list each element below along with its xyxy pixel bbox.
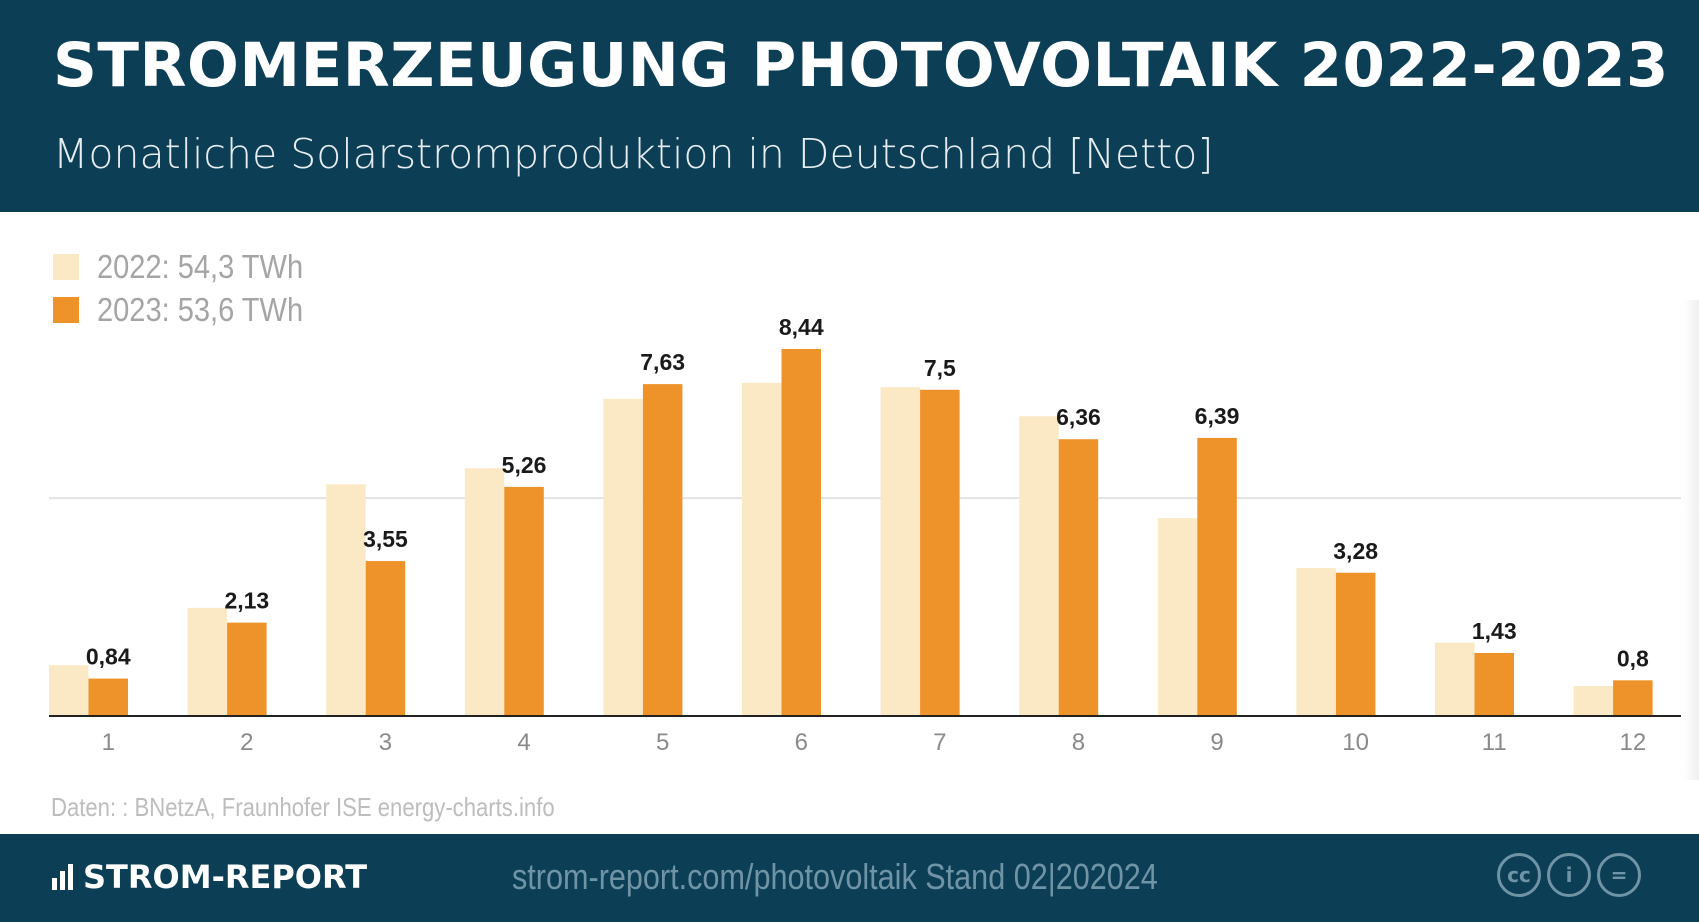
bar-2022-month-9 xyxy=(1157,518,1198,715)
bar-2022-month-4 xyxy=(464,468,505,715)
x-tick-label: 2 xyxy=(240,729,253,756)
bar-2023-month-11 xyxy=(1474,652,1514,715)
data-label: 0,8 xyxy=(1617,645,1649,671)
bar-2022-month-6 xyxy=(742,382,782,715)
footer: STROM-REPORT strom-report.com/photovolta… xyxy=(0,834,1699,922)
bar-2023-month-2 xyxy=(227,622,267,715)
license-icons: cc i = xyxy=(1497,853,1641,897)
by-attribution-icon[interactable]: i xyxy=(1547,853,1591,897)
x-tick-label: 8 xyxy=(1072,729,1085,756)
bar-2023-month-10 xyxy=(1335,572,1376,715)
page-title: STROMERZEUGUNG PHOTOVOLTAIK 2022-2023 xyxy=(53,30,1669,101)
bar-2023-month-4 xyxy=(504,486,544,715)
data-label: 7,5 xyxy=(924,355,956,381)
bar-2022-month-7 xyxy=(880,387,921,715)
legend-item-2022: 2022: 54,3 TWh xyxy=(53,245,331,288)
bar-2022-month-5 xyxy=(603,398,643,715)
bar-2022-month-2 xyxy=(187,607,228,715)
x-tick-label: 7 xyxy=(933,729,946,756)
x-tick-label: 9 xyxy=(1210,729,1223,756)
x-tick-label: 10 xyxy=(1342,729,1369,756)
x-tick-label: 6 xyxy=(795,729,808,756)
header: STROMERZEUGUNG PHOTOVOLTAIK 2022-2023 Mo… xyxy=(0,0,1699,212)
legend-label-2023: 2023: 53,6 TWh xyxy=(97,290,304,328)
bar-2023-month-1 xyxy=(88,678,128,715)
data-label: 6,39 xyxy=(1195,403,1240,429)
data-label: 8,44 xyxy=(779,314,824,340)
source-note: Daten: : BNetzA, Fraunhofer ISE energy-c… xyxy=(51,792,555,822)
bar-2022-month-11 xyxy=(1435,642,1475,715)
bar-2023-month-9 xyxy=(1197,437,1237,715)
bar-2023-month-12 xyxy=(1613,680,1653,715)
x-tick-label: 3 xyxy=(379,729,392,756)
no-derivatives-icon[interactable]: = xyxy=(1597,853,1641,897)
bar-2022-month-8 xyxy=(1019,416,1059,715)
x-tick-label: 4 xyxy=(517,729,530,756)
x-tick-label: 11 xyxy=(1482,729,1507,756)
x-tick-label: 1 xyxy=(102,729,115,756)
data-label: 3,55 xyxy=(363,526,408,552)
brand-name: STROM-REPORT xyxy=(83,858,368,896)
data-label: 6,36 xyxy=(1056,404,1101,430)
legend: 2022: 54,3 TWh 2023: 53,6 TWh xyxy=(53,245,331,331)
bar-chart-logo-icon xyxy=(52,864,73,890)
page-subtitle: Monatliche Solarstromproduktion in Deuts… xyxy=(53,130,1214,178)
data-label: 2,13 xyxy=(224,588,269,614)
x-tick-label: 5 xyxy=(656,729,669,756)
data-label: 3,28 xyxy=(1333,538,1378,564)
data-label: 1,43 xyxy=(1472,618,1517,644)
bar-2022-month-10 xyxy=(1296,567,1336,715)
legend-label-2022: 2022: 54,3 TWh xyxy=(97,247,304,285)
data-label: 7,63 xyxy=(640,349,685,375)
x-tick-label: 12 xyxy=(1619,729,1646,756)
brand[interactable]: STROM-REPORT xyxy=(52,858,367,896)
bar-2023-month-8 xyxy=(1058,439,1099,715)
bar-2023-month-3 xyxy=(365,561,406,715)
legend-swatch-2022 xyxy=(53,253,79,280)
data-label: 5,26 xyxy=(502,452,547,478)
right-edge-shadow xyxy=(1683,300,1699,780)
bar-2023-month-6 xyxy=(781,349,821,715)
bar-2022-month-12 xyxy=(1573,685,1614,715)
source-url[interactable]: strom-report.com/photovoltaik Stand 02|2… xyxy=(512,856,1158,897)
bar-2022-month-1 xyxy=(49,665,89,715)
data-label: 0,84 xyxy=(86,644,131,670)
bar-2022-month-3 xyxy=(326,484,366,715)
legend-swatch-2023 xyxy=(53,296,79,323)
bar-2023-month-5 xyxy=(642,384,683,715)
cc-icon[interactable]: cc xyxy=(1497,853,1541,897)
bar-2023-month-7 xyxy=(920,389,960,715)
legend-item-2023: 2023: 53,6 TWh xyxy=(53,288,331,331)
